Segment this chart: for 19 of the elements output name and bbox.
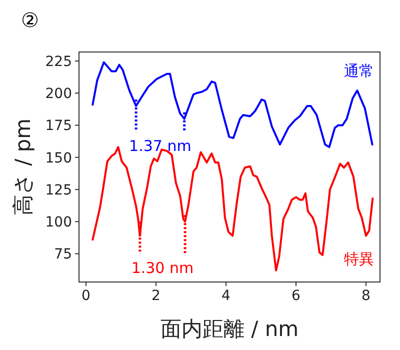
x-tick-label: 6 xyxy=(292,288,301,304)
y-tick-label: 175 xyxy=(45,118,72,134)
y-tick-label: 100 xyxy=(45,214,72,231)
y-axis-title: 高さ / pm xyxy=(11,118,35,216)
x-tick-label: 8 xyxy=(362,288,370,304)
series-label: 通常 xyxy=(344,62,374,80)
series-label: 特異 xyxy=(344,250,374,268)
y-tick-label: 125 xyxy=(45,182,72,198)
chart-title: ② xyxy=(21,8,39,32)
y-tick-label: 225 xyxy=(45,54,72,70)
annotation: 1.30 nm xyxy=(131,258,194,277)
x-tick-label: 4 xyxy=(222,288,231,304)
y-tick-label: 150 xyxy=(45,150,72,166)
x-tick-label: 0 xyxy=(82,288,90,304)
x-tick-label: 2 xyxy=(152,288,160,304)
y-tick-label: 200 xyxy=(45,86,72,102)
x-axis-title: 面内距離 / nm xyxy=(160,317,299,341)
annotation: 1.37 nm xyxy=(129,136,192,155)
y-tick-label: 75 xyxy=(54,246,72,263)
